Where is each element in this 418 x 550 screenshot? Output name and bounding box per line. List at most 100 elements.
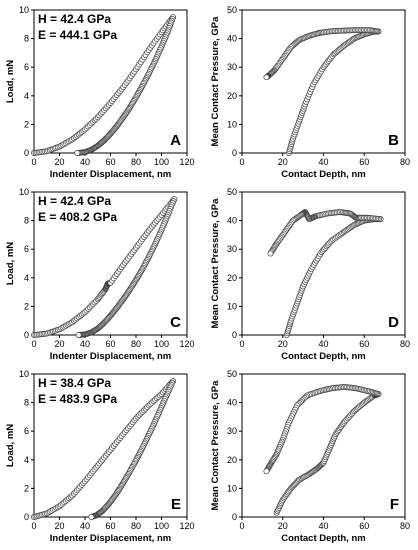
x-tick-label: 20 xyxy=(278,521,288,531)
x-axis-title: Indenter Displacement, nm xyxy=(50,169,171,180)
series-loading xyxy=(31,378,176,520)
modulus-annotation: E = 483.9 GPa xyxy=(38,392,117,406)
x-tick-label: 60 xyxy=(359,157,369,167)
y-tick-label: 0 xyxy=(24,148,29,158)
x-tick-label: 80 xyxy=(400,521,410,531)
y-tick-label: 20 xyxy=(227,273,237,283)
y-tick-label: 4 xyxy=(24,455,29,465)
x-tick-label: 60 xyxy=(359,521,369,531)
y-tick-label: 40 xyxy=(227,216,237,226)
x-tick-label: 80 xyxy=(131,157,141,167)
y-tick-label: 2 xyxy=(24,483,29,493)
x-tick-label: 0 xyxy=(31,157,36,167)
chart-panel-f: 0 20 40 60 80 0 10 20 30 40 50 Contact Depth, nm Mea… xyxy=(210,369,410,544)
y-tick-label: 10 xyxy=(227,119,237,129)
y-tick-label: 8 xyxy=(24,216,29,226)
y-axis-title: Load, mN xyxy=(5,60,16,103)
series-unloading xyxy=(267,209,384,257)
chart-panel-c: 0 20 40 60 80 100 120 0 2 4 6 8 10 Indenter Displacem… xyxy=(5,187,195,362)
x-tick-label: 40 xyxy=(80,339,90,349)
y-tick-label: 50 xyxy=(227,369,237,379)
x-axis-title: Contact Depth, nm xyxy=(281,169,365,180)
x-tick-label: 80 xyxy=(400,339,410,349)
y-tick-label: 40 xyxy=(227,398,237,408)
x-tick-label: 20 xyxy=(278,339,288,349)
x-axis-title: Indenter Displacement, nm xyxy=(50,533,171,544)
y-tick-label: 10 xyxy=(227,483,237,493)
series-loading xyxy=(273,391,382,516)
data-point xyxy=(263,468,270,475)
x-tick-label: 20 xyxy=(54,521,64,531)
data-point xyxy=(267,250,274,257)
y-tick-label: 0 xyxy=(24,512,29,522)
x-tick-label: 0 xyxy=(31,521,36,531)
hardness-annotation: H = 38.4 GPa xyxy=(38,376,111,390)
modulus-annotation: E = 408.2 GPa xyxy=(38,210,117,224)
chart-panel-b: 0 20 40 60 80 0 10 20 30 40 50 Contact Depth, nm Mea… xyxy=(210,5,410,180)
y-tick-label: 0 xyxy=(24,330,29,340)
y-tick-label: 0 xyxy=(232,148,237,158)
x-tick-label: 40 xyxy=(318,157,328,167)
x-tick-label: 60 xyxy=(105,521,115,531)
y-tick-label: 20 xyxy=(227,455,237,465)
y-tick-label: 10 xyxy=(19,369,29,379)
y-tick-label: 10 xyxy=(19,5,29,15)
y-axis-title: Mean Contact Pressure, GPa xyxy=(210,198,221,329)
x-tick-label: 60 xyxy=(359,339,369,349)
y-tick-label: 30 xyxy=(227,244,237,254)
series-unloading xyxy=(88,378,176,520)
x-tick-label: 120 xyxy=(179,521,194,531)
panel-letter: C xyxy=(170,314,181,331)
panel-letter: D xyxy=(388,314,399,331)
y-tick-label: 6 xyxy=(24,62,29,72)
y-tick-label: 30 xyxy=(227,426,237,436)
series-unloading xyxy=(263,383,382,475)
y-axis-title: Mean Contact Pressure, GPa xyxy=(210,380,221,511)
y-tick-label: 0 xyxy=(232,330,237,340)
chart-panel-d: 0 20 40 60 80 0 10 20 30 40 50 Contact Depth, nm Mea… xyxy=(210,187,410,362)
chart-panel-e: 0 20 40 60 80 100 120 0 2 4 6 8 10 Indenter Displacem… xyxy=(5,369,195,544)
series-unloading xyxy=(263,27,382,81)
x-tick-label: 100 xyxy=(154,339,169,349)
y-tick-label: 6 xyxy=(24,426,29,436)
panel-letter: A xyxy=(170,132,181,149)
y-axis-title: Load, mN xyxy=(5,424,16,467)
x-tick-label: 40 xyxy=(318,521,328,531)
y-tick-label: 50 xyxy=(227,5,237,15)
series-loading xyxy=(285,28,382,156)
series-loading xyxy=(31,196,178,338)
x-tick-label: 60 xyxy=(105,157,115,167)
x-axis-title: Indenter Displacement, nm xyxy=(50,351,171,362)
x-tick-label: 40 xyxy=(80,157,90,167)
x-tick-label: 100 xyxy=(154,157,169,167)
x-tick-label: 0 xyxy=(239,521,244,531)
hardness-annotation: H = 42.4 GPa xyxy=(38,12,111,26)
y-tick-label: 6 xyxy=(24,244,29,254)
data-point xyxy=(88,514,95,520)
panel-letter: B xyxy=(388,132,399,149)
y-tick-label: 2 xyxy=(24,301,29,311)
y-tick-label: 20 xyxy=(227,91,237,101)
y-tick-label: 30 xyxy=(227,62,237,72)
series-loading xyxy=(283,216,384,338)
x-axis-title: Contact Depth, nm xyxy=(281,351,365,362)
data-point xyxy=(263,74,270,81)
x-tick-label: 120 xyxy=(179,339,194,349)
x-tick-label: 120 xyxy=(179,157,194,167)
x-tick-label: 0 xyxy=(239,339,244,349)
data-point xyxy=(74,150,81,156)
x-tick-label: 80 xyxy=(131,521,141,531)
y-tick-label: 40 xyxy=(227,34,237,44)
x-tick-label: 20 xyxy=(54,339,64,349)
x-tick-label: 20 xyxy=(54,157,64,167)
y-axis-title: Load, mN xyxy=(5,242,16,285)
x-tick-label: 60 xyxy=(105,339,115,349)
y-tick-label: 8 xyxy=(24,398,29,408)
series-unloading xyxy=(74,14,176,156)
chart-panel-a: 0 20 40 60 80 100 120 0 2 4 6 8 10 Indenter Displacem… xyxy=(5,5,195,180)
hardness-annotation: H = 42.4 GPa xyxy=(38,194,111,208)
series-unloading xyxy=(75,196,178,338)
y-tick-label: 0 xyxy=(232,512,237,522)
x-axis-title: Contact Depth, nm xyxy=(281,533,365,544)
